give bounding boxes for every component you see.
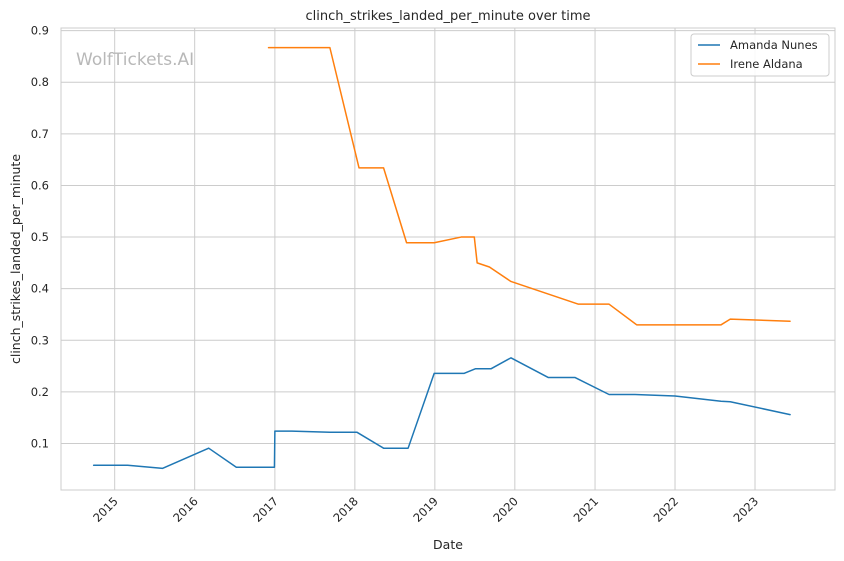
legend-label-amanda-nunes: Amanda Nunes [730, 38, 818, 52]
legend-label-irene-aldana: Irene Aldana [730, 57, 803, 71]
y-tick-label: 0.9 [31, 24, 49, 38]
y-tick-label: 0.2 [31, 385, 49, 399]
plot-area [61, 28, 835, 490]
legend: Amanda Nunes Irene Aldana [690, 33, 830, 77]
series-layer [92, 46, 791, 470]
gridlines [61, 28, 835, 490]
y-tick-label: 0.5 [31, 230, 49, 244]
y-tick-label: 0.7 [31, 127, 49, 141]
y-tick-label: 0.4 [31, 282, 49, 296]
plot-frame [60, 27, 836, 491]
x-axis-title: Date [433, 537, 463, 552]
series-line-amanda-nunes [92, 357, 791, 470]
y-axis-title: clinch_strikes_landed_per_minute [8, 154, 23, 364]
y-tick-label: 0.6 [31, 178, 49, 192]
chart-title: clinch_strikes_landed_per_minute over ti… [305, 9, 590, 24]
series-line-irene-aldana [267, 46, 791, 326]
watermark: WolfTickets.AI [76, 50, 194, 70]
y-tick-label: 0.1 [31, 437, 49, 451]
y-tick-label: 0.8 [31, 75, 49, 89]
y-tick-labels: 0.1 0.2 0.3 0.4 0.5 0.6 0.7 0.8 0.9 [31, 24, 49, 451]
y-tick-label: 0.3 [31, 333, 49, 347]
legend-box [690, 33, 830, 77]
